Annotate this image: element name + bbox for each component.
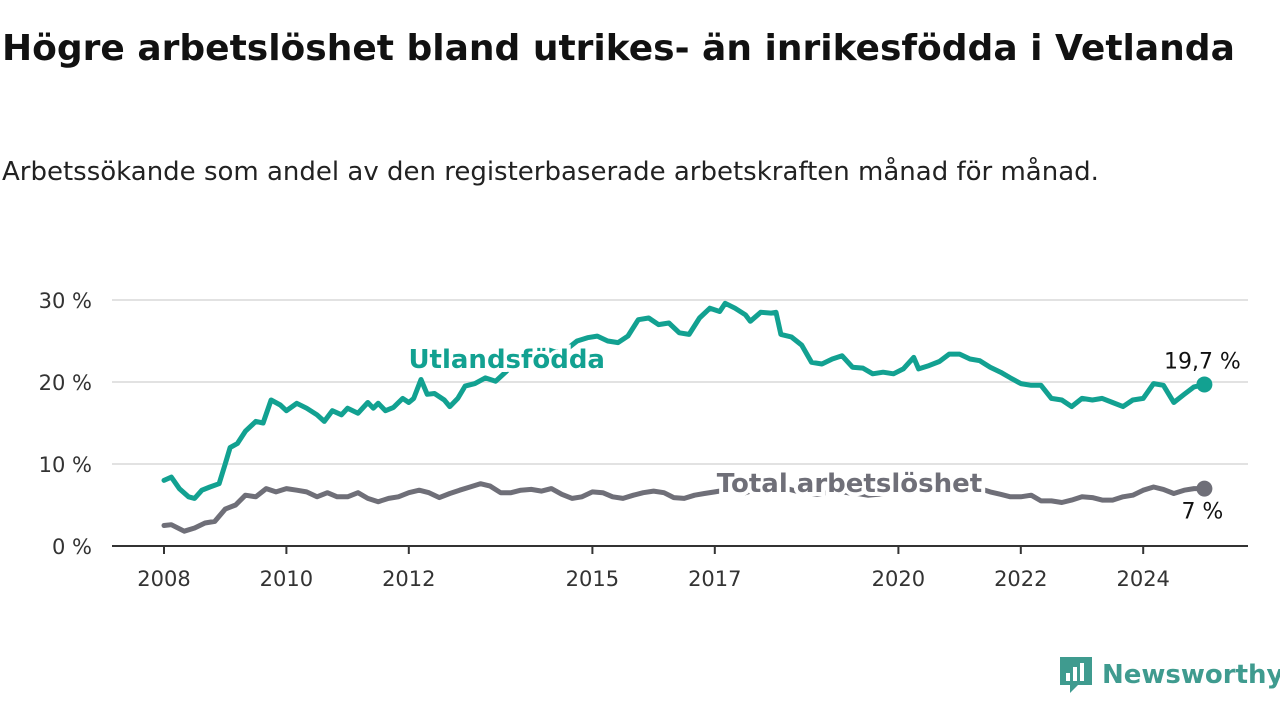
y-axis-tick-labels: 0 % 10 % 20 % 30 % (39, 289, 92, 559)
chart-title: Högre arbetslöshet bland utrikes- än inr… (2, 28, 1235, 69)
series-line-utlandsfodda (161, 300, 1207, 501)
grid-lines (112, 299, 1248, 465)
series-line-total-arbetsloshet (161, 476, 1207, 534)
x-tick-label: 2022 (994, 567, 1047, 591)
end-label-total-arbetsloshet: 7 % (1181, 500, 1223, 525)
series-end-point-utlandsfodda (1196, 376, 1213, 393)
y-tick-label: 10 % (39, 453, 92, 477)
x-tick-label: 2010 (260, 567, 313, 591)
series-lines (161, 300, 1213, 534)
y-tick-label: 30 % (39, 289, 92, 313)
end-label-utlandsfodda: 19,7 % (1164, 349, 1241, 374)
series-end-point-total-arbetsloshet (1196, 480, 1213, 497)
line-chart: 0 % 10 % 20 % 30 % 2008 2010 2012 2015 2017 2020… (39, 289, 1248, 591)
y-tick-label: 20 % (39, 371, 92, 395)
x-tick-label: 2008 (137, 567, 190, 591)
x-axis-ticks: 2008 2010 2012 2015 2017 2020 2022 2024 (137, 546, 1170, 591)
newsworthy-logo: Newsworthy (1058, 652, 1280, 698)
x-tick-label: 2017 (688, 567, 741, 591)
x-tick-label: 2020 (872, 567, 925, 591)
x-tick-label: 2024 (1116, 567, 1169, 591)
y-tick-label: 0 % (52, 535, 92, 559)
x-tick-label: 2012 (382, 567, 435, 591)
brand-name: Newsworthy (1102, 660, 1280, 690)
annotation-total-arbetsloshet: Total arbetslöshet (717, 469, 982, 499)
newsworthy-logo-icon (1060, 657, 1092, 693)
x-tick-label: 2015 (566, 567, 619, 591)
annotation-utlandsfodda: Utlandsfödda (408, 345, 605, 375)
chart-subtitle: Arbetssökande som andel av den registerb… (2, 157, 1099, 187)
series-annotations: Utlandsfödda Total arbetslöshet 19,7 % 7 % (404, 341, 1243, 528)
